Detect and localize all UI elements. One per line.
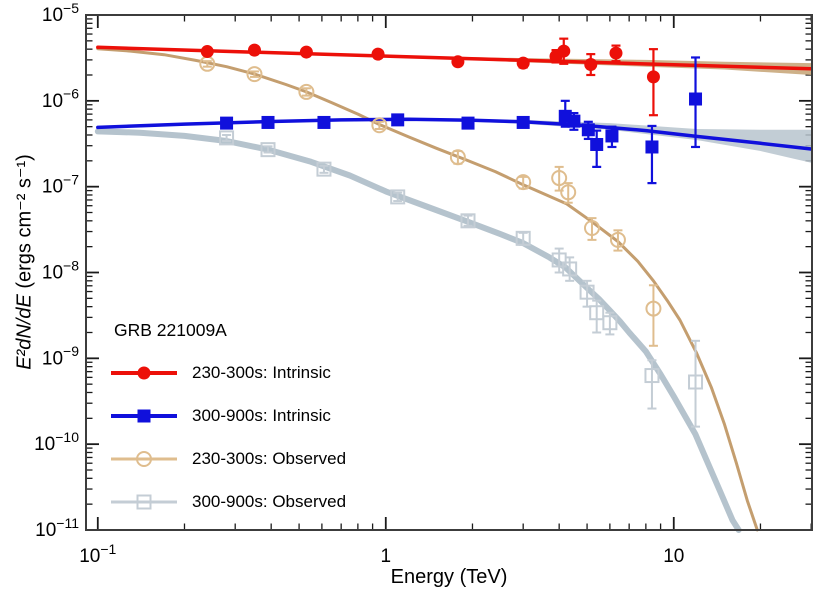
legend-entry-intrinsic-230-300: 230-300s: Intrinsic [108,351,346,394]
data-point [391,113,405,127]
data-point [645,140,659,154]
data-point [609,231,626,248]
y-tick-label: 10−7 [42,172,79,198]
y-tick-label: 10−10 [34,429,79,455]
data-point [371,47,385,61]
data-point [247,43,261,57]
legend-marker-filled-circle-icon [137,366,151,379]
legend-label: 230-300s: Intrinsic [192,362,331,382]
series-observed-230-300-points [199,55,662,347]
series-intrinsic-300-900-points [220,56,703,185]
data-point [371,117,388,134]
series-observed-230-300-curve [96,47,759,532]
legend-entry-intrinsic-300-900: 300-900s: Intrinsic [108,394,346,437]
series-intrinsic-230-300-points [200,37,660,117]
data-point [605,129,619,143]
y-axis-title: E²dN/dE (ergs cm⁻² s⁻¹) [12,154,37,370]
data-point [602,315,618,331]
legend-swatch-observed-300-900 [111,494,177,509]
data-point [584,58,598,72]
legend-label: 230-300s: Observed [192,448,347,468]
legend-entry-observed-300-900: 300-900s: Observed [108,480,346,523]
data-point [200,45,214,59]
data-point [609,46,623,60]
data-point [583,219,600,236]
y-tick-label: 10−5 [42,0,79,26]
legend: GRB 221009A 230-300s: Intrinsic 300-900s:… [108,316,346,523]
x-tick-label: 1 [380,546,391,567]
x-tick-label: 10 [663,546,684,567]
data-point [316,161,332,177]
series-intrinsic-300-900-band [436,118,812,163]
data-point [645,300,662,317]
data-point [644,368,660,384]
data-point [560,184,577,201]
x-axis-title: Energy (TeV) [390,566,508,588]
legend-title: GRB 221009A [114,320,227,340]
y-tick-label: 10−6 [42,86,79,112]
data-point [516,56,530,70]
data-point [688,374,704,390]
data-point [451,55,465,69]
data-point [317,115,331,129]
data-point [298,83,315,100]
y-tick-label: 10−8 [42,257,79,283]
data-point [219,130,235,146]
data-point [515,174,532,191]
y-tick-label: 10−11 [35,515,79,541]
data-point [557,44,571,58]
data-point [567,114,581,128]
y-tick-label: 10−9 [42,343,79,369]
data-point [299,45,313,59]
data-point [460,213,476,229]
data-point [589,305,605,321]
data-point [551,170,568,187]
series-intrinsic-300-900-curve [96,117,813,151]
data-point [579,284,595,300]
legend-label: 300-900s: Observed [192,491,347,511]
data-point [562,261,578,277]
legend-swatch-intrinsic-230-300 [111,366,177,379]
legend-entry-observed-230-300: 230-300s: Observed [108,437,346,480]
legend-swatch-intrinsic-300-900 [111,409,177,422]
y-axis-title-units: (ergs cm⁻² s⁻¹) [13,154,36,295]
data-point [551,252,567,268]
data-point [646,70,660,84]
data-point [461,116,475,130]
plot-frame [85,14,813,531]
data-point [260,142,276,158]
x-tick-label: 10−1 [79,541,116,567]
data-point [515,230,531,246]
series-observed-300-900-points [219,130,704,428]
legend-swatch-observed-230-300 [111,450,177,467]
data-point [516,115,530,129]
data-point [246,66,263,83]
data-point [581,123,595,137]
data-point [261,115,275,129]
legend-label: 300-900s: Intrinsic [192,405,331,425]
data-point [220,116,234,130]
legend-marker-open-circle-icon [136,450,152,467]
data-point [590,137,604,151]
data-point [449,149,466,166]
data-point [390,189,406,205]
y-axis-title-math: E²dN/dE [13,294,36,370]
legend-entries: 230-300s: Intrinsic 300-900s: Intrinsic 23… [108,351,346,523]
legend-marker-filled-square-icon [137,409,151,422]
data-point [689,92,703,106]
legend-marker-open-square-icon [136,494,152,509]
